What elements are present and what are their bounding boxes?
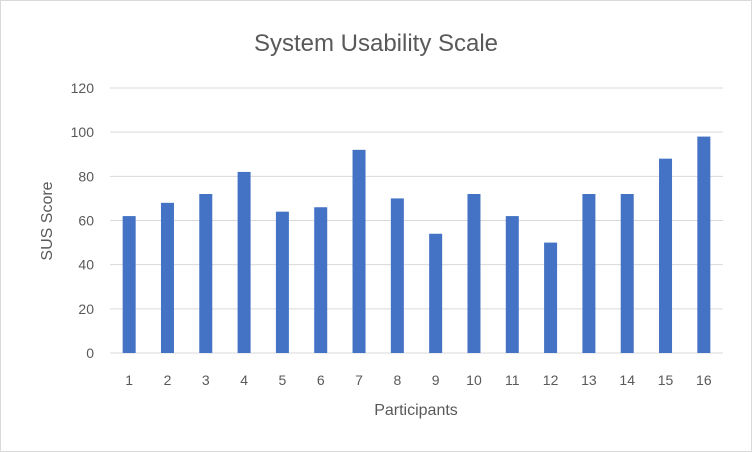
x-tick-label: 4	[240, 372, 248, 388]
x-tick-label: 15	[658, 372, 674, 388]
bar-participant-5	[275, 211, 289, 353]
y-tick-label: 120	[71, 80, 95, 96]
x-tick-label: 6	[317, 372, 325, 388]
x-axis-title: Participants	[374, 402, 458, 419]
bar-participant-11	[505, 216, 519, 353]
x-tick-label: 16	[696, 372, 712, 388]
x-tick-label: 9	[432, 372, 440, 388]
bar-participant-2	[160, 202, 174, 353]
bar-participant-1	[122, 216, 136, 353]
bar-participant-12	[544, 242, 558, 353]
bar-participant-14	[620, 194, 634, 353]
bars	[122, 136, 711, 353]
x-tick-label: 12	[543, 372, 559, 388]
bar-participant-7	[352, 149, 366, 353]
bar-participant-13	[582, 194, 596, 353]
y-tick-label: 100	[71, 124, 95, 140]
x-tick-label: 5	[279, 372, 287, 388]
x-axis-tick-labels: 1 2 3 4 5 6 7 8 9 10 11 12 13 14 15 16	[125, 372, 712, 388]
chart-title: System Usability Scale	[254, 30, 498, 57]
y-tick-label: 40	[78, 257, 94, 273]
x-tick-label: 11	[505, 372, 520, 388]
x-tick-label: 3	[202, 372, 210, 388]
bar-participant-4	[237, 171, 251, 353]
x-tick-label: 10	[466, 372, 482, 388]
x-tick-label: 1	[125, 372, 133, 388]
y-axis-title: SUS Score	[39, 181, 56, 260]
y-tick-label: 60	[78, 213, 94, 229]
x-tick-label: 14	[619, 372, 635, 388]
y-tick-label: 0	[86, 345, 94, 361]
bar-participant-16	[697, 136, 711, 353]
x-tick-label: 13	[581, 372, 597, 388]
bar-participant-3	[199, 194, 213, 353]
x-tick-label: 8	[393, 372, 401, 388]
bar-participant-15	[659, 158, 673, 353]
bar-participant-10	[467, 194, 481, 353]
y-tick-label: 80	[78, 168, 94, 184]
bar-participant-8	[390, 198, 404, 353]
x-tick-label: 2	[164, 372, 172, 388]
y-tick-label: 20	[78, 301, 94, 317]
x-tick-label: 7	[355, 372, 363, 388]
y-axis-tick-labels: 0 20 40 60 80 100 120	[71, 80, 95, 361]
bar-participant-6	[314, 207, 328, 353]
bar-participant-9	[429, 233, 443, 353]
